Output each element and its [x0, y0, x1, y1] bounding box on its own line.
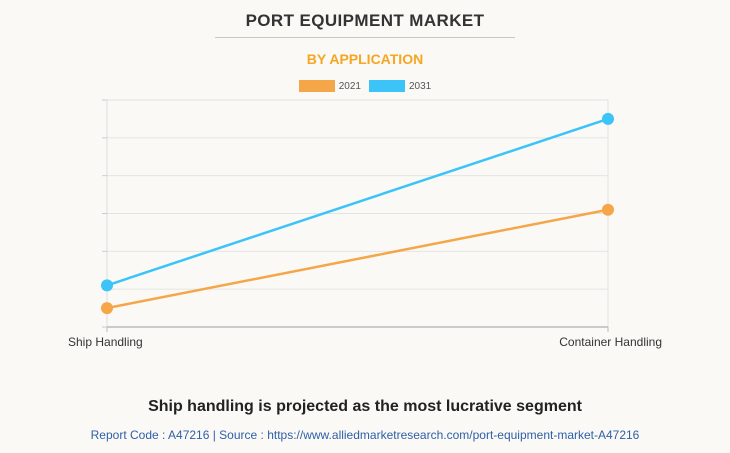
- data-point-2021: [602, 203, 614, 216]
- chart-legend: 2021 2031: [0, 80, 730, 92]
- legend-item-2021[interactable]: 2021: [298, 80, 361, 92]
- chart-title: PORT EQUIPMENT MARKET: [245, 11, 485, 30]
- x-tick-label: Container Handling: [559, 335, 662, 349]
- series-line-2031: [106, 117, 609, 287]
- legend-swatch-2031: [369, 80, 405, 92]
- data-point-2021: [101, 302, 113, 315]
- legend-item-2031[interactable]: 2031: [369, 80, 431, 92]
- data-point-2031: [602, 112, 614, 125]
- chart-caption: Ship handling is projected as the most l…: [148, 398, 582, 415]
- x-tick-label: Ship Handling: [68, 335, 143, 349]
- legend-label-2031: 2031: [409, 80, 432, 92]
- data-point-2031: [101, 279, 113, 292]
- title-divider: [215, 37, 515, 38]
- series-line-2021: [106, 208, 609, 310]
- legend-label-2021: 2021: [338, 80, 361, 92]
- source-line: Report Code : A47216 | Source : https://…: [90, 428, 640, 442]
- legend-swatch-2021: [298, 80, 335, 92]
- chart-subtitle: BY APPLICATION: [306, 51, 424, 67]
